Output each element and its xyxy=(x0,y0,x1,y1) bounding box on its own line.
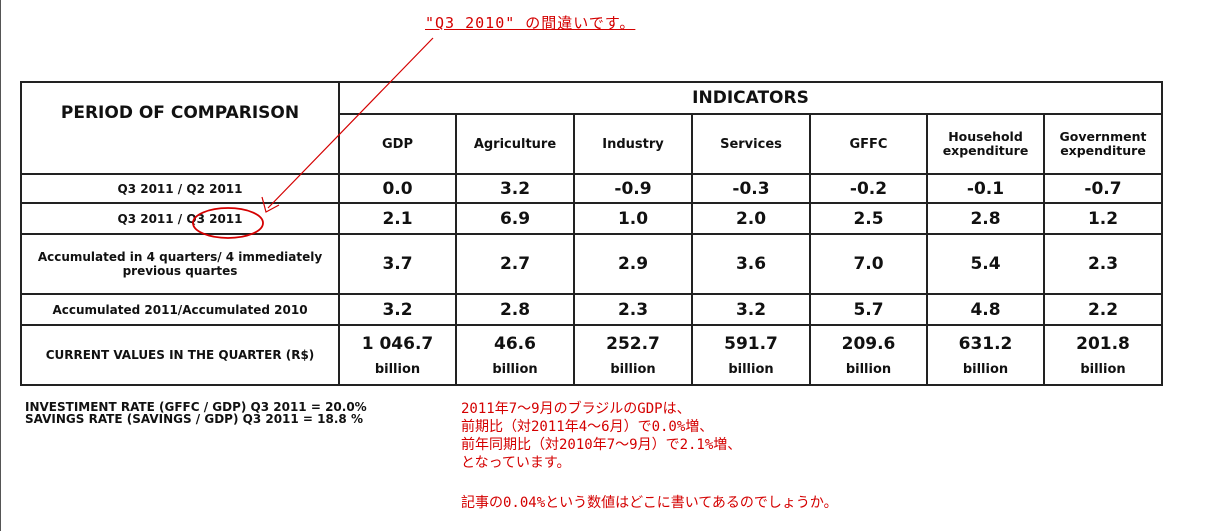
unit-label: billion xyxy=(1080,361,1126,377)
row-label: Accumulated in 4 quarters/ 4 immediately… xyxy=(20,233,340,295)
cell-value: 2.3 xyxy=(573,293,693,326)
table-row: Accumulated 2011/Accumulated 2010 3.2 2.… xyxy=(20,293,1164,326)
cell-value: 209.6 billion xyxy=(809,324,928,386)
cell-value: 3.7 xyxy=(338,233,457,295)
unit-label: billion xyxy=(728,361,774,377)
col-header-gffc: GFFC xyxy=(809,113,928,175)
unit-label: billion xyxy=(845,361,892,377)
cell-value: 3.2 xyxy=(455,173,575,204)
row-label: Q3 2011 / Q2 2011 xyxy=(20,173,340,204)
indicators-table: PERIOD OF COMPARISON INDICATORS GDP Agri… xyxy=(20,81,1164,386)
cell-value: 4.8 xyxy=(926,293,1045,326)
correction-annotation: "Q3 2010" の間違いです。 xyxy=(425,14,636,32)
col-header-agriculture: Agriculture xyxy=(455,113,575,175)
indicators-header: INDICATORS xyxy=(337,81,1164,115)
cell-value: -0.1 xyxy=(926,173,1045,204)
unit-label: billion xyxy=(962,361,1009,377)
cell-value: 5.7 xyxy=(809,293,928,326)
table-row: Q3 2011 / Q3 2011 2.1 6.9 1.0 2.0 2.5 2.… xyxy=(20,202,1164,235)
note-line: となっています。 xyxy=(461,455,571,471)
table-row: Accumulated in 4 quarters/ 4 immediately… xyxy=(20,233,1164,295)
cell-value: 1 046.7 billion xyxy=(338,324,457,386)
cell-value: 2.1 xyxy=(338,202,457,235)
cell-value: 2.2 xyxy=(1042,293,1164,326)
cell-value: -0.9 xyxy=(573,173,693,204)
row-label: Q3 2011 / Q3 2011 xyxy=(20,202,340,235)
cell-value: 2.3 xyxy=(1042,233,1164,295)
unit-label: billion xyxy=(610,361,656,377)
cell-value: 2.7 xyxy=(455,233,575,295)
col-header-gdp: GDP xyxy=(338,113,457,175)
cell-value: 46.6 billion xyxy=(455,324,575,386)
cell-value: 631.2 billion xyxy=(926,324,1045,386)
unit-label: billion xyxy=(492,361,538,377)
cell-value: -0.2 xyxy=(809,173,928,204)
cell-value: -0.3 xyxy=(691,173,811,204)
cell-value: 0.0 xyxy=(338,173,457,204)
note-question: 記事の0.04%という数値はどこに書いてあるのでしょうか。 xyxy=(461,495,838,511)
page-edge-line xyxy=(0,0,1,531)
cell-value: 3.6 xyxy=(691,233,811,295)
cell-value: -0.7 xyxy=(1042,173,1164,204)
cell-value: 2.8 xyxy=(455,293,575,326)
row-label: CURRENT VALUES IN THE QUARTER (R$) xyxy=(20,324,340,386)
note-line: 2011年7～9月のブラジルのGDPは、 xyxy=(461,401,691,417)
cell-value: 2.8 xyxy=(926,202,1045,235)
period-header: PERIOD OF COMPARISON xyxy=(20,81,340,175)
cell-value: 5.4 xyxy=(926,233,1045,295)
cell-value: 3.2 xyxy=(691,293,811,326)
col-header-household: Household expenditure xyxy=(926,113,1045,175)
row-label: Accumulated 2011/Accumulated 2010 xyxy=(20,293,340,326)
cell-value: 3.2 xyxy=(338,293,457,326)
cell-value: 252.7 billion xyxy=(573,324,693,386)
cell-value: 6.9 xyxy=(455,202,575,235)
table-row: CURRENT VALUES IN THE QUARTER (R$) 1 046… xyxy=(20,324,1164,386)
rates-block: INVESTIMENT RATE (GFFC / GDP) Q3 2011 = … xyxy=(25,401,367,425)
col-header-services: Services xyxy=(691,113,811,175)
note-line: 前年同期比（対2010年7～9月）で2.1%増、 xyxy=(461,437,742,453)
cell-value: 1.0 xyxy=(573,202,693,235)
col-header-government: Government expenditure xyxy=(1042,113,1164,175)
cell-value: 201.8 billion xyxy=(1042,324,1164,386)
col-header-industry: Industry xyxy=(573,113,693,175)
savings-rate: SAVINGS RATE (SAVINGS / GDP) Q3 2011 = 1… xyxy=(25,412,363,426)
cell-value: 2.0 xyxy=(691,202,811,235)
cell-value: 1.2 xyxy=(1042,202,1164,235)
note-line: 前期比（対2011年4～6月）で0.0%増、 xyxy=(461,419,714,435)
table-row: Q3 2011 / Q2 2011 0.0 3.2 -0.9 -0.3 -0.2… xyxy=(20,173,1164,204)
cell-value: 2.9 xyxy=(573,233,693,295)
unit-label: billion xyxy=(374,361,421,377)
investment-rate: INVESTIMENT RATE (GFFC / GDP) Q3 2011 = … xyxy=(25,400,367,414)
japanese-note: 2011年7～9月のブラジルのGDPは、 前期比（対2011年4～6月）で0.0… xyxy=(461,400,741,472)
cell-value: 591.7 billion xyxy=(691,324,811,386)
cell-value: 2.5 xyxy=(809,202,928,235)
cell-value: 7.0 xyxy=(809,233,928,295)
